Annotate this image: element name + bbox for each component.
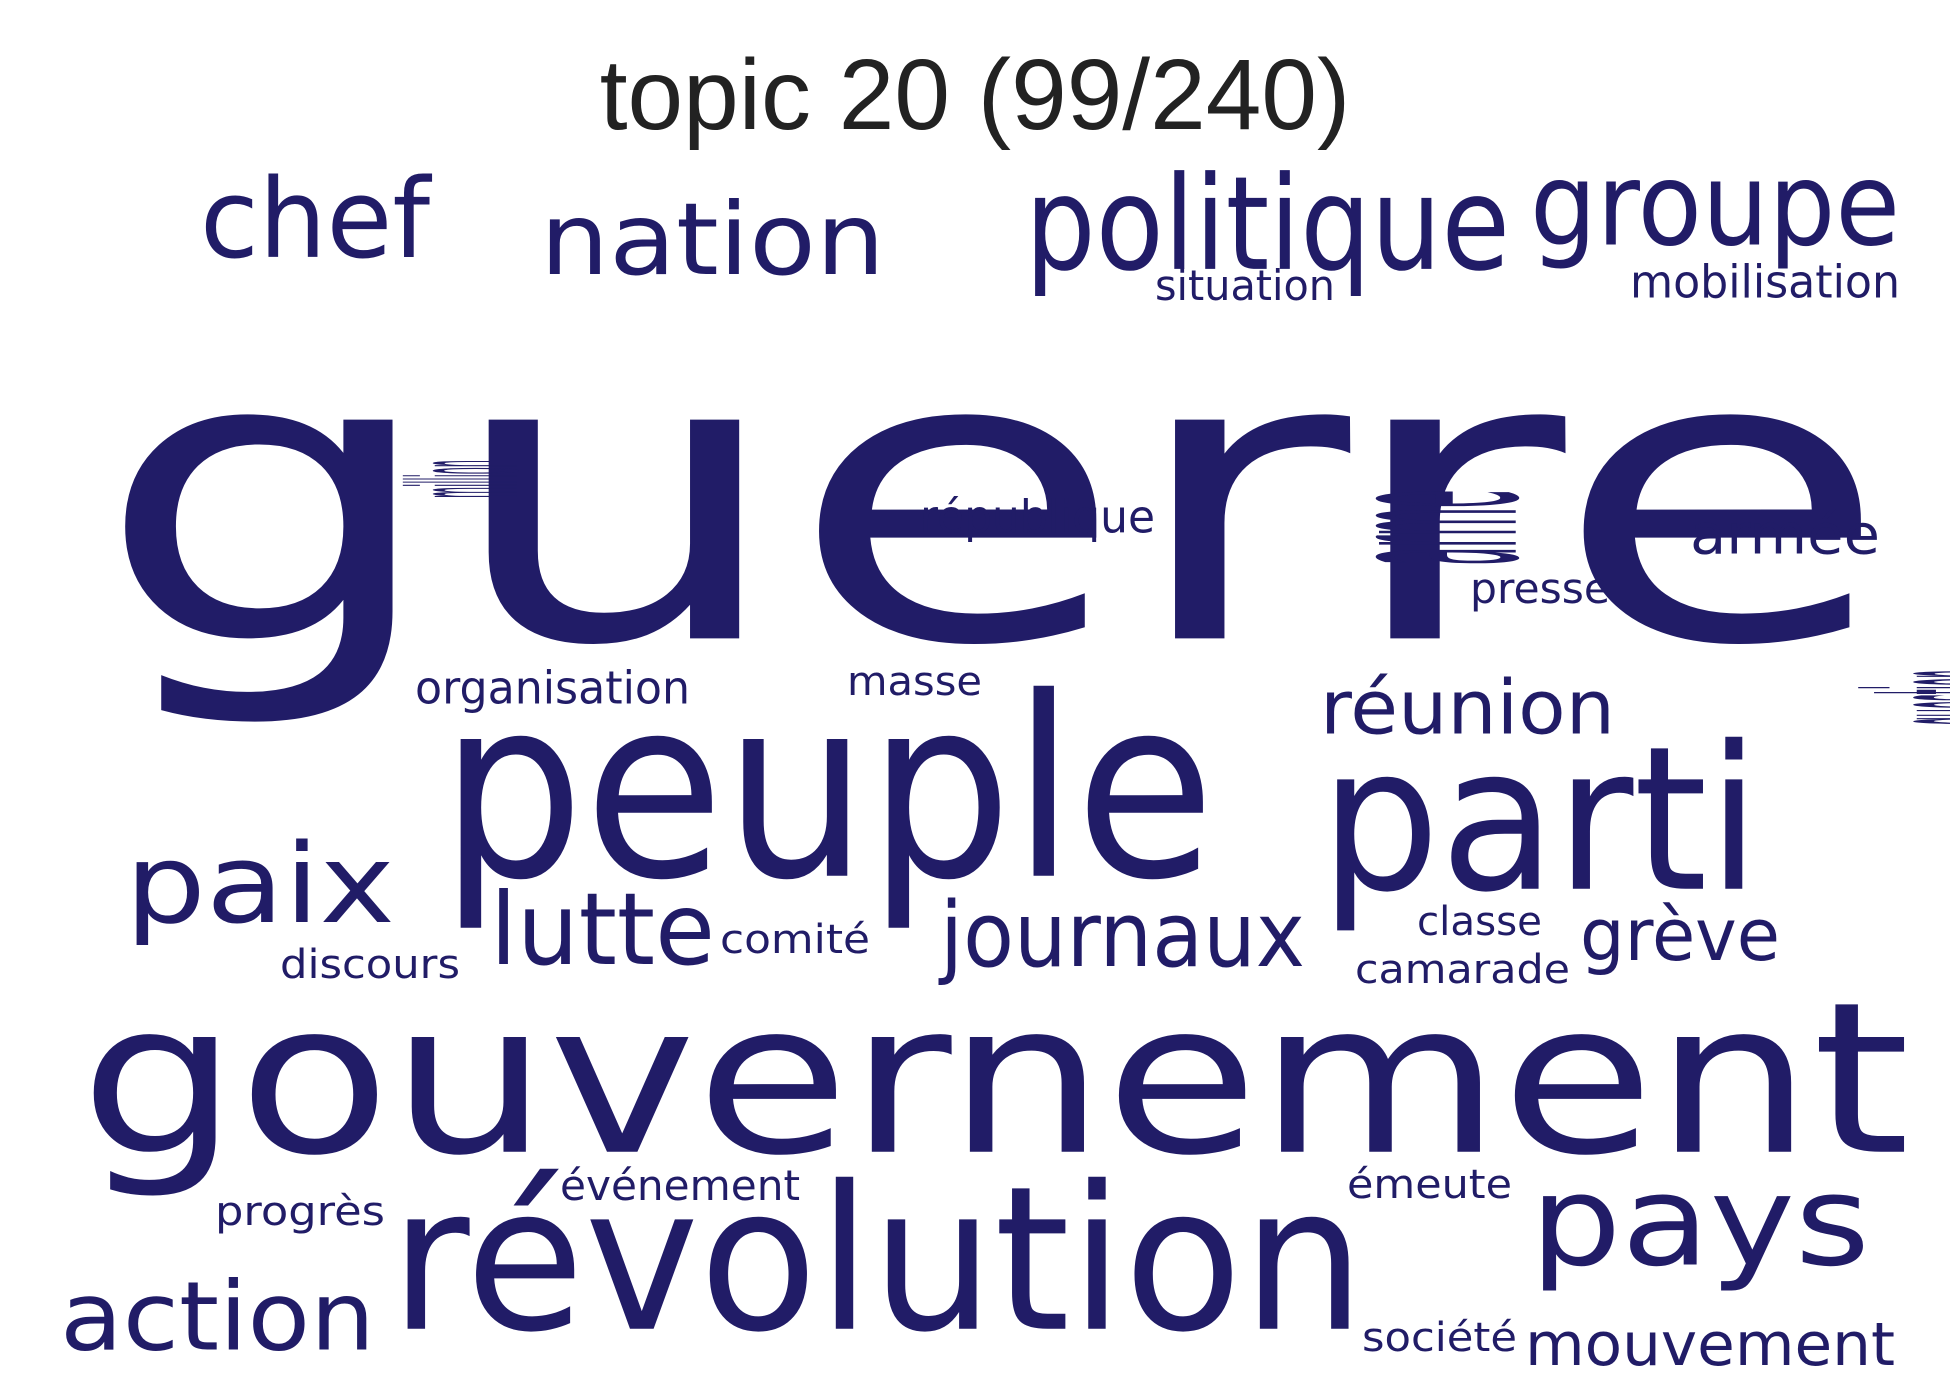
word-arme: arme bbox=[1284, 490, 1576, 565]
word-presse: presse bbox=[1470, 564, 1610, 614]
word-greve: grève bbox=[1580, 893, 1780, 978]
word-organisation: organisation bbox=[415, 661, 690, 715]
word-guerre: guerre bbox=[95, 266, 1890, 734]
word-journaux: journaux bbox=[940, 881, 1305, 988]
word-nation: nation bbox=[540, 181, 885, 299]
chart-title: topic 20 (99/240) bbox=[599, 39, 1351, 151]
word-mouvement: mouvement bbox=[1525, 1309, 1895, 1380]
word-paix: paix bbox=[125, 821, 395, 949]
word-comite: comité bbox=[720, 915, 870, 963]
word-chef: chef bbox=[200, 156, 430, 284]
word-classe: classe bbox=[1417, 897, 1542, 945]
word-reunion: réunion bbox=[1320, 663, 1615, 752]
word-revolution: révolution bbox=[390, 1143, 1365, 1377]
word-peuple: peuple bbox=[440, 644, 1215, 936]
word-republique: république bbox=[920, 490, 1155, 544]
word-action: action bbox=[60, 1261, 375, 1373]
word-gouvernement: gouvernement bbox=[80, 958, 1910, 1202]
word-emeute: émeute bbox=[1347, 1160, 1512, 1208]
word-lutte: lutte bbox=[490, 871, 715, 989]
word-societe: société bbox=[1362, 1313, 1517, 1361]
word-armee: armée bbox=[1690, 502, 1880, 567]
word-pays: pays bbox=[1530, 1149, 1870, 1295]
word-evenement: événement bbox=[560, 1161, 800, 1211]
word-discours: discours bbox=[280, 940, 460, 988]
word-mobilisation: mobilisation bbox=[1630, 255, 1900, 309]
word-masse: masse bbox=[847, 657, 982, 705]
word-progres: progrès bbox=[215, 1187, 385, 1235]
word-million: million bbox=[377, 460, 553, 498]
word-situation: situation bbox=[1155, 261, 1335, 311]
word-camarade: camarade bbox=[1355, 945, 1570, 993]
word-question: question bbox=[1811, 670, 1950, 725]
word-groupe: groupe bbox=[1530, 138, 1900, 273]
word-politique: politique bbox=[1025, 149, 1510, 301]
word-parti: parti bbox=[1320, 703, 1760, 937]
